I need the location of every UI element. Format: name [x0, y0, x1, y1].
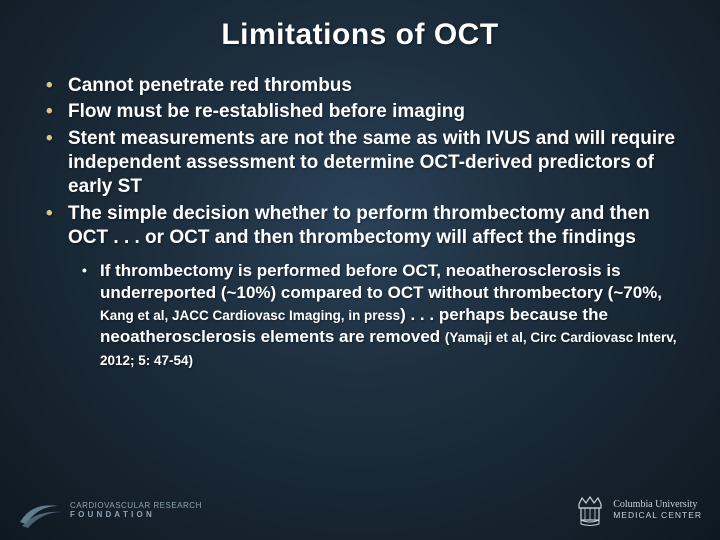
- bullet-item: The simple decision whether to perform t…: [42, 202, 678, 251]
- bullet-item: Flow must be re-established before imagi…: [42, 100, 678, 124]
- crown-icon: [575, 494, 605, 526]
- citation: Kang et al, JACC Cardiovasc Imaging, in …: [100, 308, 400, 323]
- left-logo: CARDIOVASCULAR RESEARCH F O U N D A T I …: [18, 492, 202, 530]
- bullet-item: Stent measurements are not the same as w…: [42, 127, 678, 200]
- slide-title: Limitations of OCT: [0, 0, 720, 52]
- slide-content: Cannot penetrate red thrombus Flow must …: [0, 52, 720, 371]
- sub-bullet-list: If thrombectomy is performed before OCT,…: [42, 260, 678, 370]
- left-line1: CARDIOVASCULAR: [70, 501, 151, 510]
- left-line2: RESEARCH: [153, 501, 201, 510]
- swoosh-icon: [18, 492, 64, 530]
- right-logo-text: Columbia University MEDICAL CENTER: [613, 499, 702, 520]
- sub-text-seg1: If thrombectomy is performed before OCT,…: [100, 261, 662, 302]
- main-bullet-list: Cannot penetrate red thrombus Flow must …: [42, 74, 678, 250]
- left-logo-text: CARDIOVASCULAR RESEARCH F O U N D A T I …: [70, 502, 202, 520]
- right-logo: Columbia University MEDICAL CENTER: [575, 494, 702, 526]
- footer: CARDIOVASCULAR RESEARCH F O U N D A T I …: [0, 468, 720, 540]
- bullet-item: Cannot penetrate red thrombus: [42, 74, 678, 98]
- left-line3: F O U N D A T I O N: [70, 511, 202, 520]
- right-line2: MEDICAL CENTER: [613, 511, 702, 521]
- sub-bullet-item: If thrombectomy is performed before OCT,…: [78, 260, 678, 370]
